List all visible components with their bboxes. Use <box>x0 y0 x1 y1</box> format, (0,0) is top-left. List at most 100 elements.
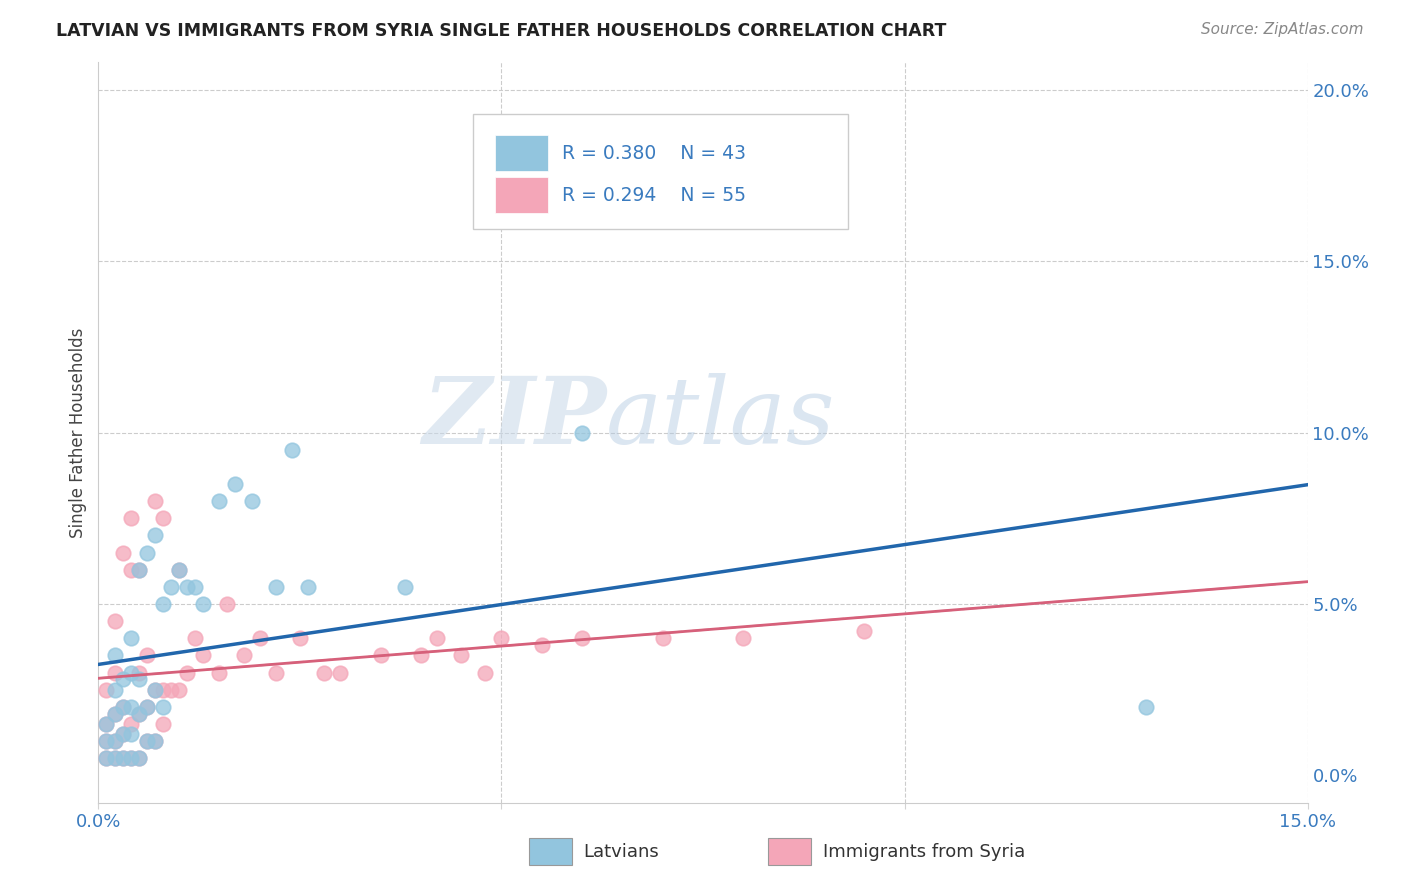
Point <box>103 706 125 721</box>
Point <box>143 528 166 542</box>
Point <box>111 545 134 559</box>
Point <box>167 563 190 577</box>
Point <box>143 734 166 748</box>
Point <box>314 665 336 680</box>
Point <box>530 638 553 652</box>
Point <box>128 673 150 687</box>
Text: Immigrants from Syria: Immigrants from Syria <box>823 843 1025 861</box>
Point <box>96 734 118 748</box>
Point <box>143 682 166 697</box>
Y-axis label: Single Father Households: Single Father Households <box>69 327 87 538</box>
Point <box>120 751 142 765</box>
Point <box>264 665 287 680</box>
Point <box>288 632 311 646</box>
Point <box>103 682 125 697</box>
Point <box>128 665 150 680</box>
Point <box>103 614 125 628</box>
Point <box>96 682 118 697</box>
Point <box>128 751 150 765</box>
FancyBboxPatch shape <box>495 178 548 213</box>
Text: ZIP: ZIP <box>422 373 606 463</box>
Point <box>120 717 142 731</box>
Point <box>651 632 673 646</box>
Point <box>120 632 142 646</box>
Point <box>152 682 174 697</box>
Text: LATVIAN VS IMMIGRANTS FROM SYRIA SINGLE FATHER HOUSEHOLDS CORRELATION CHART: LATVIAN VS IMMIGRANTS FROM SYRIA SINGLE … <box>56 22 946 40</box>
Point <box>264 580 287 594</box>
Point <box>111 751 134 765</box>
Point <box>409 648 432 663</box>
Point <box>249 632 271 646</box>
Point <box>152 597 174 611</box>
Text: R = 0.294    N = 55: R = 0.294 N = 55 <box>561 186 745 205</box>
Point <box>120 727 142 741</box>
Point <box>208 665 231 680</box>
Point <box>193 597 215 611</box>
Point <box>571 425 593 440</box>
Point <box>160 682 183 697</box>
Point <box>394 580 416 594</box>
Point <box>167 682 190 697</box>
Point <box>120 511 142 525</box>
Point <box>184 580 207 594</box>
Point <box>160 580 183 594</box>
Point <box>135 545 157 559</box>
Point <box>120 665 142 680</box>
Point <box>297 580 319 594</box>
Point <box>111 699 134 714</box>
Point <box>208 494 231 508</box>
Point <box>103 751 125 765</box>
Point <box>120 699 142 714</box>
Point <box>135 734 157 748</box>
Point <box>128 706 150 721</box>
Point <box>193 648 215 663</box>
Point <box>128 751 150 765</box>
Point <box>103 706 125 721</box>
Point <box>135 699 157 714</box>
Point <box>111 727 134 741</box>
Point <box>167 563 190 577</box>
Point <box>135 734 157 748</box>
Point <box>143 682 166 697</box>
Point <box>240 494 263 508</box>
Text: Latvians: Latvians <box>583 843 659 861</box>
Text: R = 0.380    N = 43: R = 0.380 N = 43 <box>561 144 745 163</box>
Point <box>152 511 174 525</box>
Point <box>450 648 472 663</box>
Point <box>370 648 392 663</box>
Point <box>96 717 118 731</box>
Point <box>176 665 198 680</box>
Point <box>1135 699 1157 714</box>
Point <box>143 734 166 748</box>
Point <box>217 597 239 611</box>
Text: atlas: atlas <box>606 373 835 463</box>
Point <box>329 665 352 680</box>
Point <box>103 751 125 765</box>
Point <box>152 699 174 714</box>
Point <box>474 665 496 680</box>
Point <box>135 699 157 714</box>
Point <box>103 734 125 748</box>
Point <box>103 648 125 663</box>
Point <box>111 727 134 741</box>
Point <box>120 563 142 577</box>
Point <box>111 751 134 765</box>
Point <box>120 751 142 765</box>
Point <box>232 648 254 663</box>
FancyBboxPatch shape <box>495 135 548 171</box>
FancyBboxPatch shape <box>474 114 848 229</box>
Point <box>853 624 876 639</box>
Point <box>281 442 304 457</box>
Point <box>571 632 593 646</box>
Text: Source: ZipAtlas.com: Source: ZipAtlas.com <box>1201 22 1364 37</box>
Point <box>224 477 246 491</box>
Point <box>103 665 125 680</box>
Point <box>96 751 118 765</box>
Point <box>426 632 449 646</box>
Point <box>111 699 134 714</box>
Point <box>103 734 125 748</box>
Point <box>152 717 174 731</box>
Point <box>135 648 157 663</box>
Point <box>733 632 755 646</box>
Point <box>128 563 150 577</box>
